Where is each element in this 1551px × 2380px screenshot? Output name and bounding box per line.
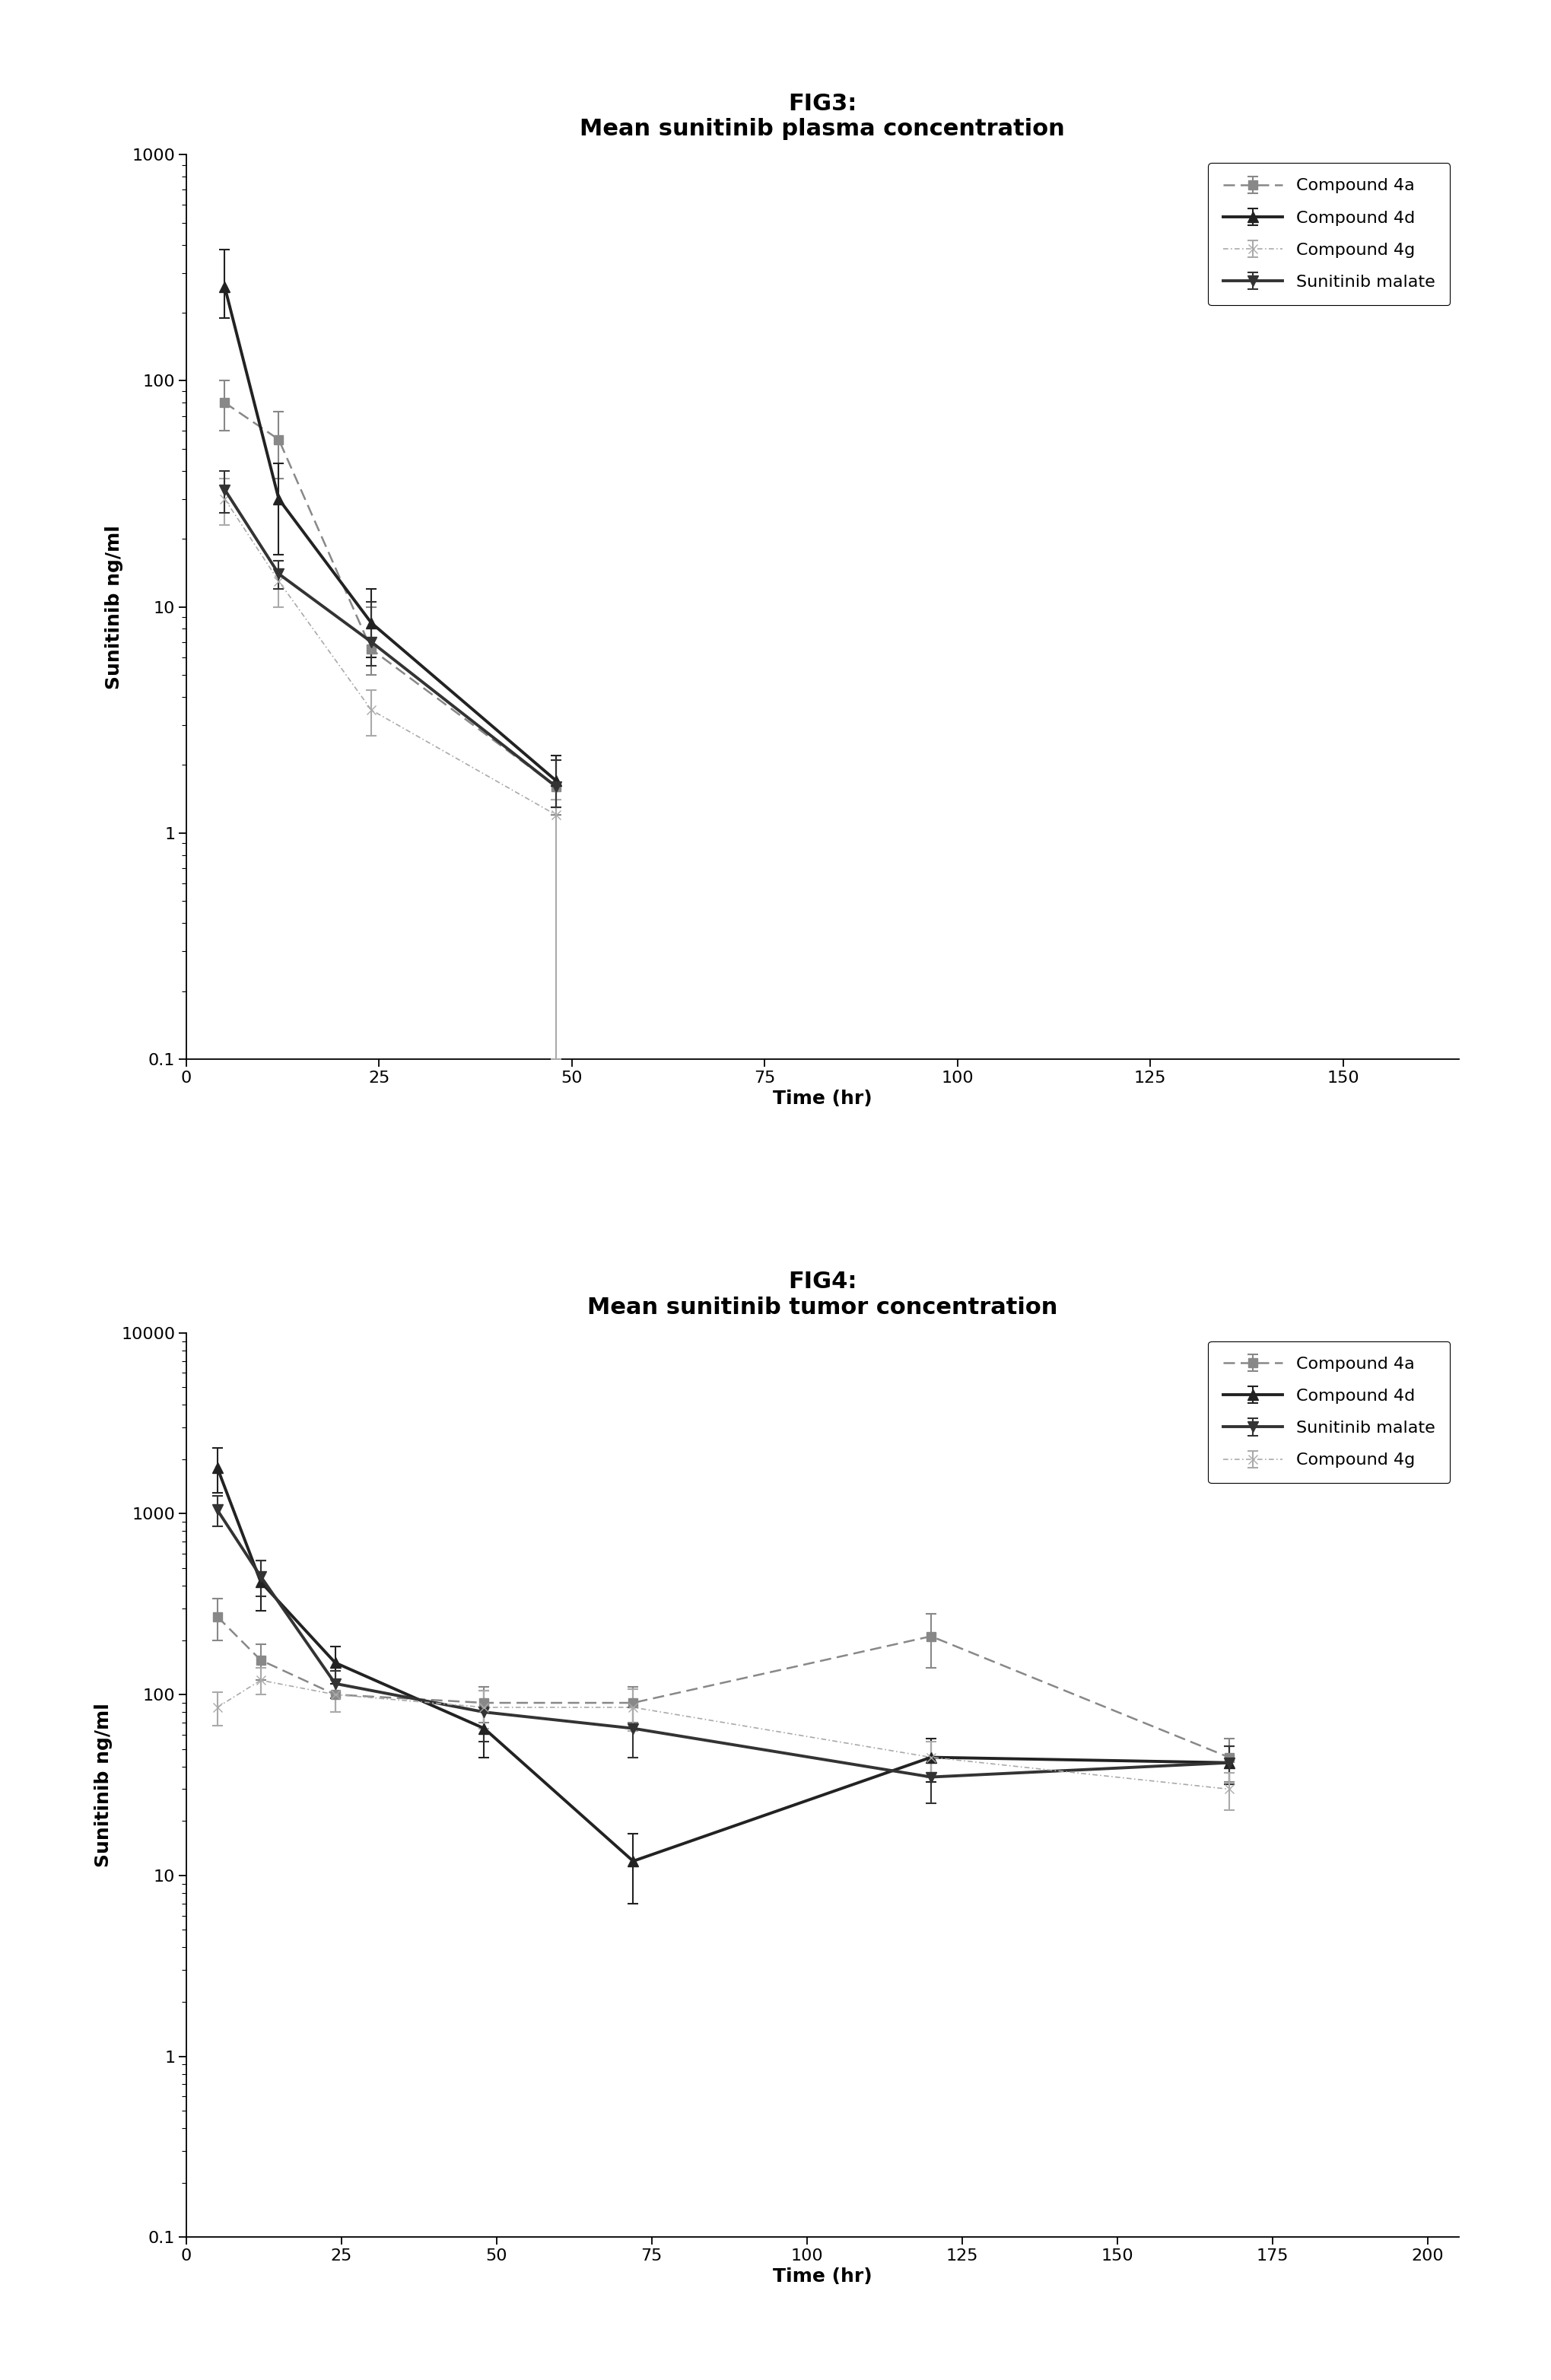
Legend: Compound 4a, Compound 4d, Sunitinib malate, Compound 4g: Compound 4a, Compound 4d, Sunitinib mala… xyxy=(1208,1342,1450,1483)
Legend: Compound 4a, Compound 4d, Compound 4g, Sunitinib malate: Compound 4a, Compound 4d, Compound 4g, S… xyxy=(1208,164,1450,305)
Title: FIG3:
Mean sunitinib plasma concentration: FIG3: Mean sunitinib plasma concentratio… xyxy=(580,93,1064,140)
Y-axis label: Sunitinib ng/ml: Sunitinib ng/ml xyxy=(95,1702,113,1868)
X-axis label: Time (hr): Time (hr) xyxy=(772,2268,872,2287)
X-axis label: Time (hr): Time (hr) xyxy=(772,1090,872,1109)
Y-axis label: Sunitinib ng/ml: Sunitinib ng/ml xyxy=(105,524,124,690)
Title: FIG4:
Mean sunitinib tumor concentration: FIG4: Mean sunitinib tumor concentration xyxy=(586,1271,1058,1319)
